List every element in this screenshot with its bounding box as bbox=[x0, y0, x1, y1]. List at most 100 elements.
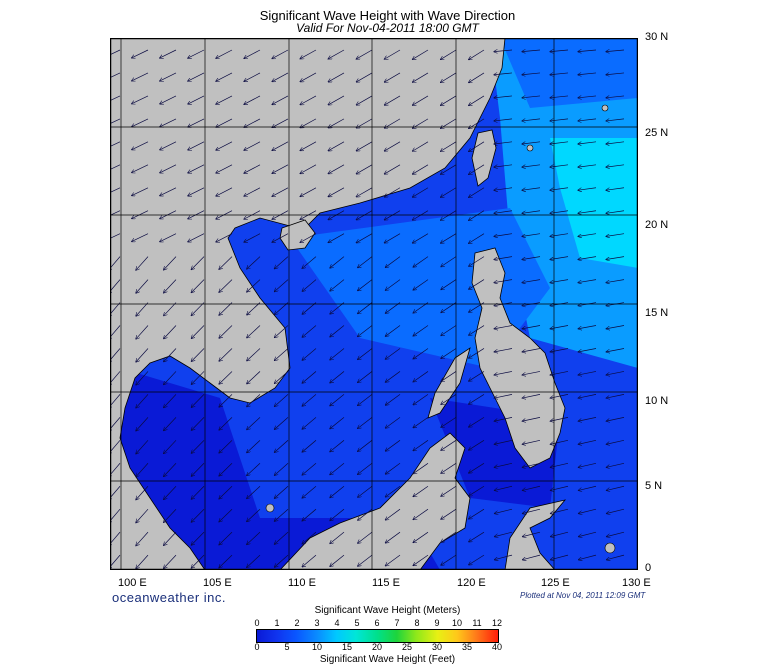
wave-arrow bbox=[441, 95, 457, 105]
wave-arrow bbox=[606, 439, 625, 444]
wave-arrow bbox=[244, 187, 261, 196]
wave-arrow bbox=[413, 531, 429, 542]
wave-arrow bbox=[275, 463, 289, 475]
wave-arrow bbox=[607, 554, 625, 560]
wave-arrow bbox=[328, 72, 345, 82]
wave-arrow bbox=[272, 95, 289, 105]
wave-arrow bbox=[494, 439, 513, 444]
wave-arrow bbox=[385, 554, 401, 566]
wave-arrow bbox=[469, 72, 485, 83]
wave-arrow bbox=[469, 348, 485, 358]
wave-arrow bbox=[275, 531, 289, 544]
wave-arrow bbox=[606, 141, 625, 144]
wave-arrow bbox=[247, 554, 261, 567]
wave-arrow bbox=[164, 463, 177, 476]
wave-arrow bbox=[300, 72, 317, 82]
wave-arrow bbox=[441, 508, 457, 519]
wave-arrow bbox=[132, 210, 149, 219]
wave-arrow bbox=[551, 554, 569, 560]
wave-arrow bbox=[272, 141, 289, 151]
wave-arrow bbox=[160, 118, 177, 127]
wave-arrow bbox=[136, 486, 149, 499]
wave-arrow bbox=[164, 508, 177, 522]
wave-arrow bbox=[522, 279, 541, 283]
wave-arrow bbox=[441, 485, 457, 496]
wave-arrow bbox=[522, 256, 541, 260]
legend-feet-tick: 25 bbox=[401, 642, 413, 652]
wave-arrow bbox=[247, 440, 261, 452]
wave-arrow bbox=[330, 302, 345, 314]
wave-arrow bbox=[384, 233, 401, 243]
wave-arrow bbox=[247, 508, 261, 521]
wave-arrow bbox=[358, 417, 373, 428]
wave-arrow bbox=[385, 279, 401, 291]
wave-arrow bbox=[469, 508, 485, 519]
wave-arrow bbox=[413, 187, 429, 197]
wave-arrow bbox=[191, 348, 205, 361]
lon-label-115e: 115 E bbox=[372, 577, 400, 589]
wave-arrow bbox=[578, 462, 597, 467]
land-island bbox=[601, 104, 609, 112]
wave-arrow bbox=[413, 256, 429, 267]
legend-feet-tick: 20 bbox=[371, 642, 383, 652]
lon-label-125e: 125 E bbox=[541, 577, 570, 589]
wave-arrow bbox=[300, 233, 317, 243]
legend-feet-tick: 30 bbox=[431, 642, 443, 652]
wave-arrow bbox=[358, 371, 373, 382]
wave-arrow bbox=[302, 485, 317, 498]
land-asia bbox=[110, 38, 506, 570]
wave-arrow bbox=[494, 233, 513, 237]
wave-arrow bbox=[522, 96, 541, 98]
wave-arrow bbox=[132, 164, 149, 173]
wave-arrow bbox=[191, 417, 205, 430]
wave-arrow bbox=[132, 233, 149, 242]
wave-arrow bbox=[244, 72, 261, 81]
wave-arrow bbox=[578, 325, 597, 329]
wave-arrow bbox=[164, 394, 177, 407]
wave-arrow bbox=[469, 233, 485, 244]
legend-title-meters: Significant Wave Height (Meters) bbox=[314, 605, 461, 616]
wave-arrow bbox=[356, 95, 373, 105]
wave-arrow bbox=[330, 531, 345, 543]
wave-arrow bbox=[188, 141, 205, 150]
wave-arrow bbox=[384, 95, 401, 105]
legend-meters-tick: 6 bbox=[374, 618, 380, 628]
wave-arrow bbox=[606, 210, 625, 214]
wave-arrow bbox=[495, 531, 513, 536]
wave-arrow bbox=[160, 49, 177, 58]
legend-meters-tick: 4 bbox=[334, 618, 340, 628]
wave-arrow bbox=[578, 141, 597, 144]
wave-arrow bbox=[494, 141, 513, 144]
wave-arrow bbox=[385, 256, 401, 268]
wave-arrow bbox=[578, 210, 597, 214]
wave-arrow bbox=[469, 187, 485, 198]
wave-arrow bbox=[219, 325, 233, 339]
wave-arrow bbox=[550, 371, 569, 375]
wave-arrow bbox=[136, 325, 149, 339]
wave-arrow bbox=[132, 95, 149, 104]
wave-arrow bbox=[328, 49, 345, 59]
legend-meters-tick: 7 bbox=[394, 618, 400, 628]
wave-arrow bbox=[302, 440, 317, 452]
legend-feet-tick: 40 bbox=[491, 642, 503, 652]
wave-arrow bbox=[522, 50, 541, 52]
wave-arrow bbox=[302, 302, 317, 315]
wave-arrow bbox=[247, 531, 261, 544]
wave-arrow bbox=[358, 325, 373, 337]
lat-label-5n: 5 N bbox=[645, 480, 663, 492]
wave-arrow bbox=[272, 233, 289, 243]
wave-arrow bbox=[606, 371, 625, 375]
wave-arrow bbox=[550, 187, 569, 190]
wave-arrow bbox=[164, 302, 177, 316]
legend-feet-tick: 0 bbox=[254, 642, 260, 652]
wave-arrow bbox=[191, 325, 205, 339]
land-island bbox=[604, 542, 616, 554]
wave-arrow bbox=[522, 462, 541, 467]
legend-feet-tick: 10 bbox=[311, 642, 323, 652]
wave-arrow bbox=[522, 119, 541, 121]
wave-arrow bbox=[469, 279, 485, 290]
wave-arrow bbox=[578, 187, 597, 190]
wave-arrow bbox=[275, 554, 289, 567]
legend-feet-tick: 15 bbox=[341, 642, 353, 652]
wave-arrow bbox=[413, 210, 429, 220]
